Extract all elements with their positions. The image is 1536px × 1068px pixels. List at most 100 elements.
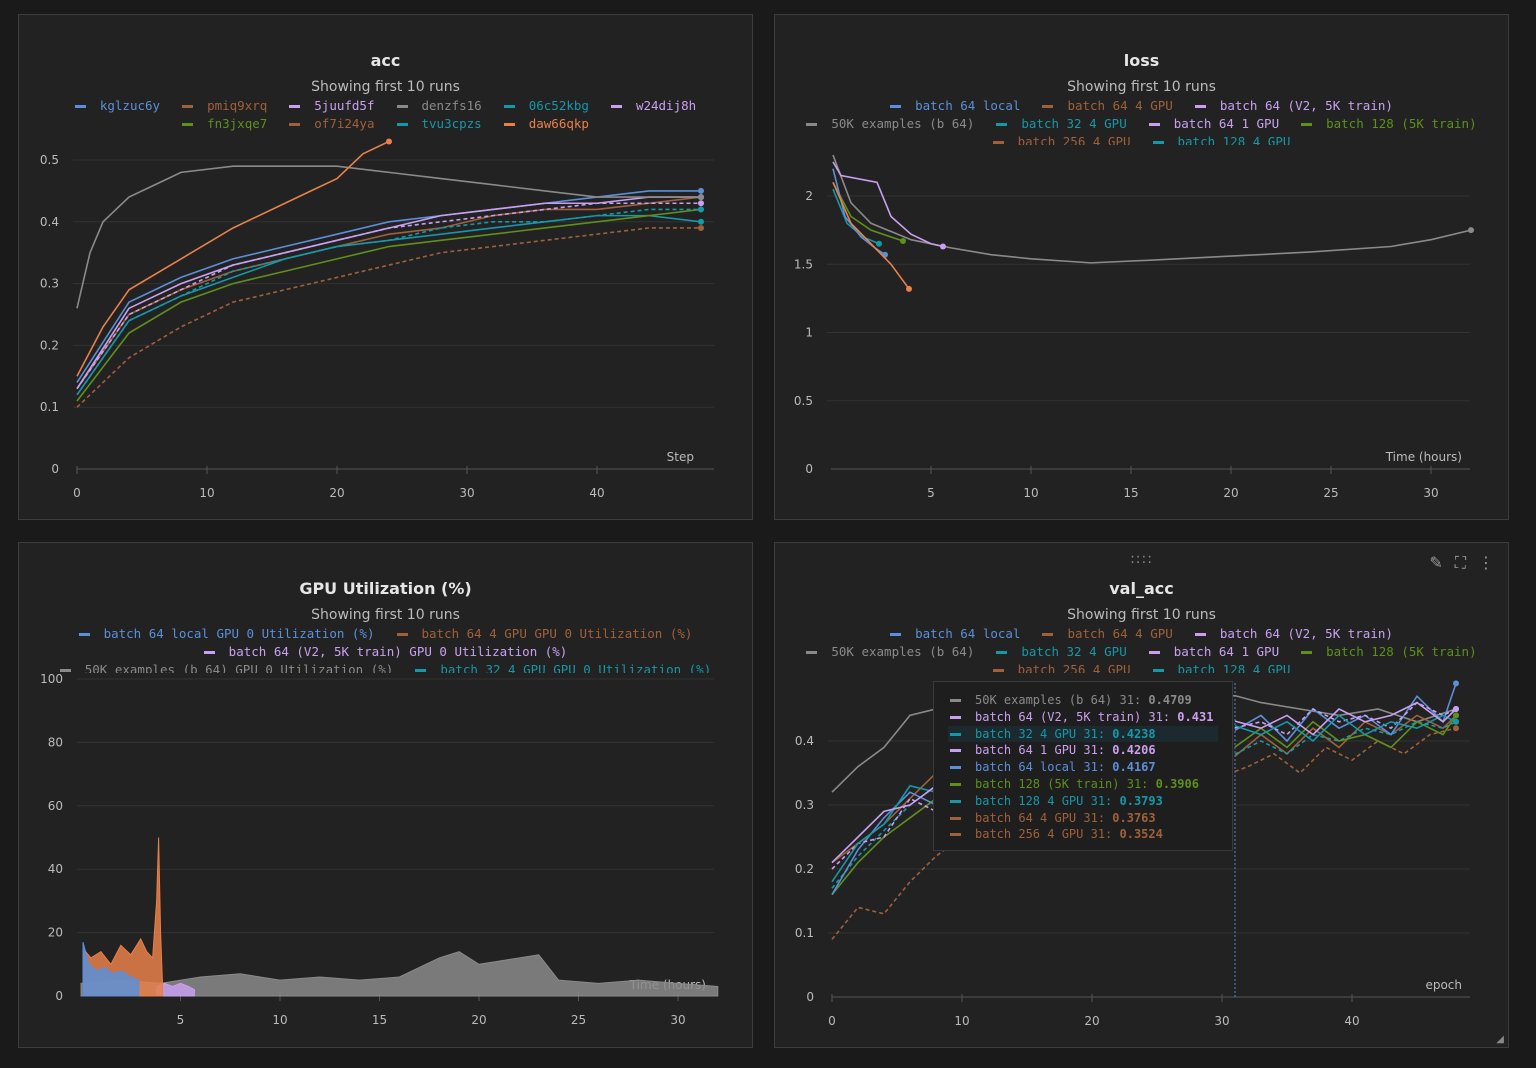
legend-item[interactable]: daw66qkp: [503, 115, 589, 133]
series-line[interactable]: [76, 202, 701, 390]
more-vertical-icon[interactable]: ⋮: [1478, 553, 1494, 572]
legend-swatch: [59, 669, 71, 672]
series-area[interactable]: [82, 941, 140, 997]
tooltip-row: batch 128 4 GPU 31: 0.3793: [950, 793, 1216, 810]
series-area[interactable]: [80, 951, 719, 997]
legend-label: batch 64 local: [915, 626, 1021, 641]
legend-item[interactable]: fn3jxqe7: [182, 115, 267, 133]
legend-item[interactable]: batch 256 4 GPU: [992, 133, 1131, 145]
resize-handle-icon[interactable]: ◢: [1496, 1034, 1504, 1045]
legend-item[interactable]: kglzuc6y: [74, 97, 160, 115]
legend-item[interactable]: 50K examples (b 64): [806, 115, 974, 133]
legend-item[interactable]: batch 64 4 GPU GPU 0 Utilization (%): [396, 625, 692, 643]
plot-area[interactable]: 02040608010051015202530Time (hours): [19, 543, 754, 1049]
tooltip-row: batch 64 1 GPU 31: 0.4206: [950, 742, 1216, 759]
series-line[interactable]: [832, 161, 944, 248]
legend-label: batch 64 (V2, 5K train): [1219, 98, 1393, 113]
legend-item[interactable]: 5juufd5f: [289, 97, 375, 115]
legend-item[interactable]: batch 64 1 GPU: [1148, 115, 1279, 133]
legend-swatch: [396, 633, 408, 636]
y-tick-label: 100: [40, 672, 63, 686]
legend-item[interactable]: batch 64 local: [890, 625, 1020, 643]
legend-swatch: [996, 123, 1008, 126]
tooltip-label: batch 128 (5K train) 31:: [975, 776, 1156, 791]
legend-item[interactable]: batch 128 4 GPU: [1152, 133, 1290, 145]
series-line[interactable]: [76, 196, 702, 390]
legend-item[interactable]: batch 128 (5K train): [1301, 115, 1477, 133]
legend-item[interactable]: batch 64 (V2, 5K train): [1194, 97, 1393, 115]
y-tick-label: 0.5: [40, 153, 59, 167]
series-line[interactable]: [832, 154, 1472, 264]
legend-swatch: [992, 669, 1004, 672]
legend-item[interactable]: batch 128 (5K train): [1301, 643, 1477, 661]
legend-item[interactable]: 50K examples (b 64): [806, 643, 974, 661]
plot-area[interactable]: 0 0.1 0.2 0.3 0.4 0.5 0 10 20 30 40 Step: [19, 15, 754, 521]
y-tick-label: 0: [51, 462, 59, 476]
tooltip-value: 0.3524: [1119, 827, 1163, 842]
series-line[interactable]: [76, 227, 701, 408]
series-line[interactable]: [831, 701, 1457, 870]
series-line[interactable]: [76, 165, 701, 309]
series-line[interactable]: [76, 208, 702, 402]
legend-item[interactable]: 06c52kbg: [503, 97, 589, 115]
series-end-point: [1453, 706, 1459, 712]
chart-title: loss: [1123, 51, 1160, 70]
y-tick-label: 0.3: [795, 798, 814, 812]
legend-item[interactable]: denzfs16: [396, 97, 482, 115]
legend-item[interactable]: batch 128 4 GPU: [1152, 661, 1290, 673]
legend-item[interactable]: of7i24ya: [289, 115, 375, 133]
legend-swatch: [1194, 105, 1206, 108]
legend-swatch: [203, 651, 215, 654]
legend-item[interactable]: batch 64 local GPU 0 Utilization (%): [78, 625, 375, 643]
series-line[interactable]: [832, 182, 910, 290]
y-tick-label: 0.2: [795, 862, 814, 876]
legend-item[interactable]: batch 64 1 GPU: [1148, 643, 1279, 661]
x-tick-label: 0: [828, 1014, 836, 1028]
x-tick-label: 20: [1223, 486, 1238, 500]
legend-swatch: [396, 123, 408, 126]
tooltip-label: batch 64 (V2, 5K train) 31:: [975, 709, 1178, 724]
legend-swatch: [806, 123, 818, 126]
series-line[interactable]: [76, 140, 390, 377]
legend-label: batch 32 4 GPU: [1021, 644, 1127, 659]
series-end-point: [698, 194, 704, 201]
legend-item[interactable]: batch 64 local: [890, 97, 1020, 115]
legend-item[interactable]: batch 32 4 GPU: [996, 115, 1127, 133]
series-line[interactable]: [831, 727, 1457, 940]
hover-tooltip: 50K examples (b 64) 31: 0.4709 batch 64 (…: [933, 681, 1233, 851]
legend-item[interactable]: batch 64 (V2, 5K train) GPU 0 Utilizatio…: [203, 643, 567, 661]
series-line[interactable]: [76, 196, 701, 390]
series-line[interactable]: [76, 208, 701, 396]
plot-area[interactable]: 0 0.1 0.2 0.3 0.4 0 10 20 30 40 epoch: [775, 543, 1510, 1049]
y-tick-label: 1.5: [794, 257, 813, 271]
series-line[interactable]: [832, 181, 904, 242]
legend-swatch: [289, 105, 301, 108]
pencil-icon[interactable]: ✎: [1429, 553, 1443, 572]
fullscreen-icon[interactable]: ⛶: [1454, 553, 1466, 572]
legend-item[interactable]: batch 64 4 GPU: [1042, 625, 1173, 643]
series-line[interactable]: [76, 214, 702, 396]
legend-item[interactable]: pmiq9xrq: [182, 97, 267, 115]
legend-swatch: [890, 105, 902, 108]
legend: batch 64 local GPU 0 Utilization (%) batc…: [39, 625, 732, 673]
legend-item[interactable]: w24dij8h: [610, 97, 696, 115]
legend-item[interactable]: 50K examples (b 64) GPU 0 Utilization (%…: [59, 661, 393, 673]
legend-item[interactable]: batch 64 (V2, 5K train): [1194, 625, 1393, 643]
legend-item[interactable]: batch 32 4 GPU GPU 0 Utilization (%): [415, 661, 711, 673]
y-tick-label: 80: [48, 735, 63, 749]
drag-handle-icon[interactable]: ::::: [1130, 551, 1153, 567]
legend-item[interactable]: batch 256 4 GPU: [992, 661, 1131, 673]
legend-swatch: [806, 651, 818, 654]
y-tick-label: 0.1: [795, 926, 814, 940]
legend-swatch: [289, 123, 301, 126]
legend-label: batch 32 4 GPU: [1021, 116, 1127, 131]
tooltip-value: 0.4206: [1112, 743, 1156, 758]
legend-item[interactable]: batch 32 4 GPU: [996, 643, 1127, 661]
series-line[interactable]: [76, 190, 701, 383]
tooltip-label: 50K examples (b 64) 31:: [975, 693, 1149, 707]
legend-item[interactable]: tvu3cpzs: [396, 115, 482, 133]
series-area[interactable]: [82, 837, 164, 997]
legend-swatch: [182, 105, 194, 108]
legend-item[interactable]: batch 64 4 GPU: [1042, 97, 1173, 115]
